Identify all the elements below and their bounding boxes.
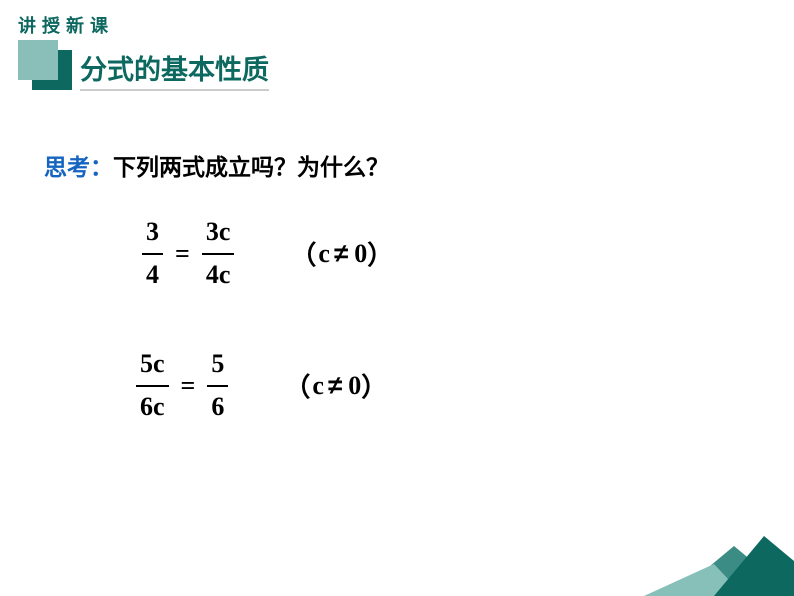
equation-1: 3 4 = 3c 4c （c≠0）	[136, 218, 393, 289]
eq2-rhs-den: 6	[207, 393, 228, 422]
fraction-bar	[136, 385, 169, 387]
fraction-rhs-1: 3c 4c	[202, 218, 235, 289]
prompt-text: 下列两式成立吗？为什么？	[113, 154, 389, 180]
eq2-lhs-den: 6c	[136, 393, 169, 422]
equation-2: 5c 6c = 5 6 （c≠0）	[130, 350, 387, 421]
not-equal-sign: ≠	[328, 370, 342, 401]
eq1-rhs-num: 3c	[202, 218, 235, 247]
fraction-bar	[142, 253, 163, 255]
condition-1: （c≠0）	[290, 235, 393, 272]
eq1-rhs-den: 4c	[202, 261, 235, 290]
fraction-bar	[207, 385, 228, 387]
fraction-lhs-2: 5c 6c	[136, 350, 169, 421]
cond-var: c	[312, 371, 324, 401]
prompt-line: 思考：下列两式成立吗？为什么？	[44, 148, 389, 182]
header-small-label: 讲授新课	[18, 12, 114, 38]
cond-var: c	[318, 239, 330, 269]
section-title: 分式的基本性质	[80, 48, 269, 91]
eq2-rhs-num: 5	[207, 350, 228, 379]
eq1-lhs-num: 3	[142, 218, 163, 247]
corner-decoration	[644, 506, 794, 596]
cond-zero: 0	[354, 239, 367, 269]
eq2-lhs-num: 5c	[136, 350, 169, 379]
fraction-rhs-2: 5 6	[207, 350, 228, 421]
equals-sign: =	[175, 239, 190, 269]
icon-square-light	[18, 40, 58, 80]
not-equal-sign: ≠	[334, 238, 348, 269]
cond-zero: 0	[348, 371, 361, 401]
paren-close: ）	[361, 367, 387, 404]
paren-open: （	[290, 235, 316, 272]
paren-close: ）	[367, 235, 393, 272]
fraction-lhs-1: 3 4	[142, 218, 163, 289]
paren-open: （	[284, 367, 310, 404]
equals-sign: =	[181, 371, 196, 401]
prompt-label: 思考：	[44, 154, 113, 180]
fraction-bar	[202, 253, 235, 255]
eq1-lhs-den: 4	[142, 261, 163, 290]
condition-2: （c≠0）	[284, 367, 387, 404]
